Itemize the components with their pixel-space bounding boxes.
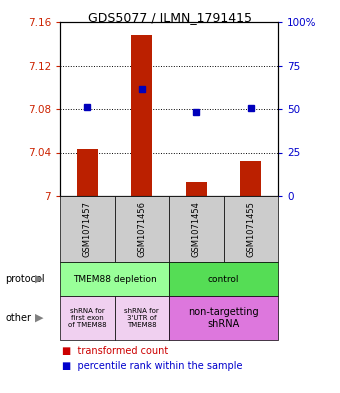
- Bar: [131, 35, 152, 196]
- Text: GSM1071456: GSM1071456: [137, 201, 146, 257]
- Text: GSM1071455: GSM1071455: [246, 201, 255, 257]
- Text: protocol: protocol: [5, 274, 45, 284]
- Text: shRNA for
3'UTR of
TMEM88: shRNA for 3'UTR of TMEM88: [124, 308, 159, 328]
- Text: other: other: [5, 313, 31, 323]
- Text: GDS5077 / ILMN_1791415: GDS5077 / ILMN_1791415: [88, 11, 252, 24]
- Text: ■  transformed count: ■ transformed count: [62, 346, 168, 356]
- Text: ■  percentile rank within the sample: ■ percentile rank within the sample: [62, 361, 242, 371]
- Bar: [240, 161, 261, 196]
- Text: TMEM88 depletion: TMEM88 depletion: [73, 274, 156, 283]
- Bar: [77, 149, 98, 196]
- Text: control: control: [208, 274, 239, 283]
- Bar: [186, 182, 207, 196]
- Text: ▶: ▶: [35, 274, 44, 284]
- Text: GSM1071457: GSM1071457: [83, 201, 92, 257]
- Text: shRNA for
first exon
of TMEM88: shRNA for first exon of TMEM88: [68, 308, 106, 328]
- Text: GSM1071454: GSM1071454: [192, 201, 201, 257]
- Text: non-targetting
shRNA: non-targetting shRNA: [188, 307, 259, 329]
- Text: ▶: ▶: [35, 313, 44, 323]
